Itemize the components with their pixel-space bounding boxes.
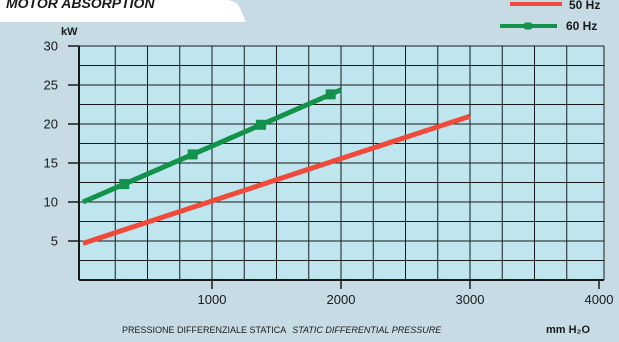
grid — [78, 45, 605, 281]
x-axis-label-it: PRESSIONE DIFFERENZIALE STATICA — [122, 325, 286, 335]
series-marker-60hz — [187, 149, 198, 160]
series-marker-60hz — [325, 89, 336, 100]
x-tick-label: 4000 — [585, 292, 614, 307]
legend-marker-60hz — [524, 22, 532, 30]
x-axis: 1000 2000 3000 4000 — [198, 280, 614, 307]
y-tick-label: 15 — [44, 156, 58, 171]
series-marker-60hz — [256, 119, 267, 130]
title-tab — [0, 0, 246, 22]
legend: 50 Hz 60 Hz — [500, 0, 600, 33]
y-tick-label: 25 — [44, 78, 58, 93]
x-axis-label-en: STATIC DIFFERENTIAL PRESSURE — [292, 325, 442, 335]
x-axis-unit: mm H₂O — [546, 324, 590, 336]
y-tick-label: 10 — [44, 195, 58, 210]
series-marker-60hz — [119, 179, 130, 190]
series-line-50hz — [82, 113, 471, 246]
x-tick-label: 2000 — [327, 292, 356, 307]
x-tick-label: 1000 — [198, 292, 227, 307]
legend-label-50hz: 50 Hz — [569, 0, 600, 12]
x-axis-label: PRESSIONE DIFFERENZIALE STATICA STATIC D… — [122, 325, 442, 335]
x-tick-label: 3000 — [456, 292, 485, 307]
y-axis: 5 10 15 20 25 30 — [44, 39, 79, 249]
series — [82, 87, 471, 246]
chart-title: MOTOR ABSORPTION — [6, 0, 155, 11]
y-tick-label: 30 — [44, 39, 58, 54]
legend-label-60hz: 60 Hz — [566, 19, 597, 33]
y-tick-label: 5 — [51, 234, 58, 249]
y-axis-label: kW — [61, 26, 78, 38]
y-tick-label: 20 — [44, 117, 58, 132]
